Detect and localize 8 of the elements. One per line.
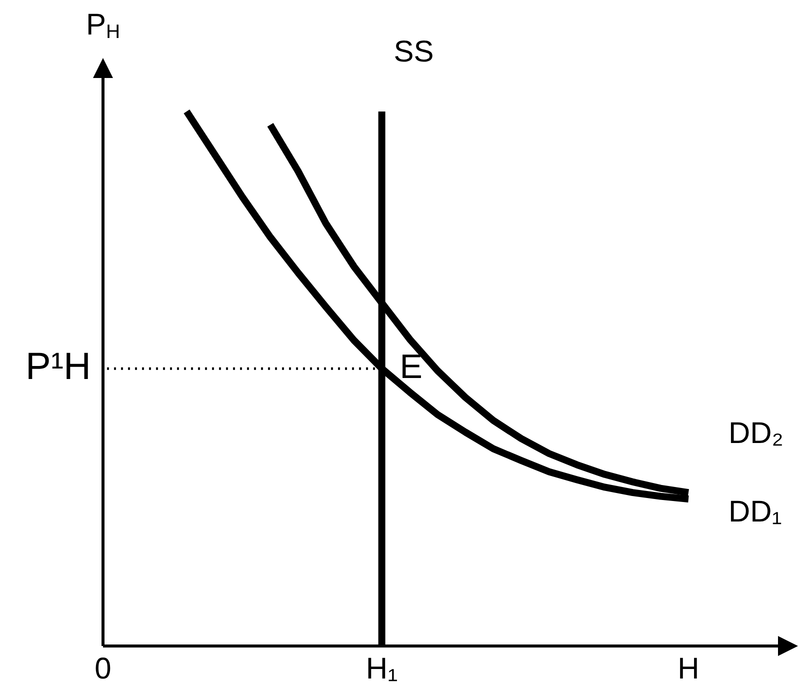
ref-line-label: P¹H [26,346,92,388]
ref-line-label: SS [394,36,434,69]
annotation: E [400,348,422,386]
x-tick-label: H₁ [366,652,398,686]
x-tick-label: H [678,652,700,686]
x-tick-label: 0 [94,652,112,686]
series-label: DD₁ [728,495,782,528]
series-label: DD₂ [728,416,784,450]
